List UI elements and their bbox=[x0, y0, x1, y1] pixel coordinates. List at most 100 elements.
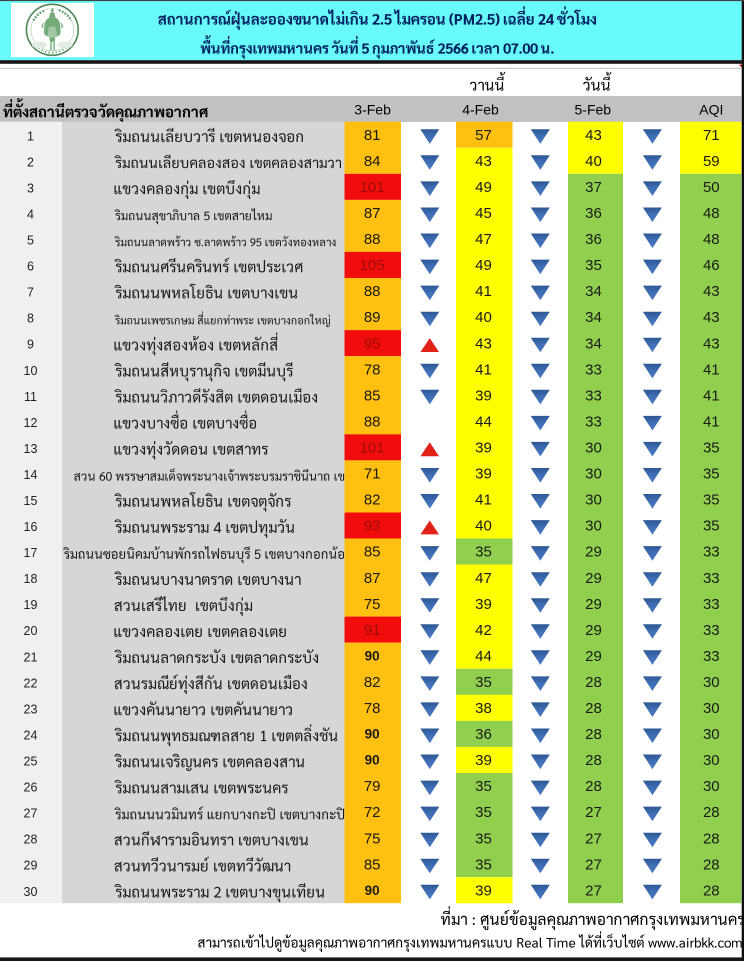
svg-text:30: 30 bbox=[585, 518, 602, 535]
svg-text:37: 37 bbox=[585, 179, 602, 196]
svg-text:29: 29 bbox=[24, 859, 38, 873]
svg-text:30: 30 bbox=[703, 726, 720, 743]
svg-text:3-Feb: 3-Feb bbox=[354, 102, 391, 118]
svg-text:88: 88 bbox=[364, 231, 381, 248]
svg-text:28: 28 bbox=[703, 882, 720, 899]
svg-text:35: 35 bbox=[703, 466, 720, 483]
svg-text:41: 41 bbox=[475, 283, 492, 300]
svg-text:43: 43 bbox=[585, 127, 602, 144]
svg-text:30: 30 bbox=[703, 752, 720, 769]
svg-text:47: 47 bbox=[475, 570, 492, 587]
svg-text:33: 33 bbox=[585, 387, 602, 404]
svg-text:27: 27 bbox=[24, 807, 38, 821]
svg-text:30: 30 bbox=[585, 466, 602, 483]
svg-text:16: 16 bbox=[24, 520, 38, 534]
svg-text:45: 45 bbox=[475, 205, 492, 222]
svg-text:43: 43 bbox=[703, 335, 720, 352]
svg-text:28: 28 bbox=[703, 804, 720, 821]
svg-text:30: 30 bbox=[703, 674, 720, 691]
svg-text:33: 33 bbox=[585, 413, 602, 430]
svg-text:1: 1 bbox=[27, 129, 34, 143]
svg-text:79: 79 bbox=[364, 778, 381, 795]
svg-text:33: 33 bbox=[703, 622, 720, 639]
svg-text:30: 30 bbox=[703, 778, 720, 795]
svg-text:90: 90 bbox=[365, 753, 380, 768]
svg-text:28: 28 bbox=[703, 856, 720, 873]
svg-text:101: 101 bbox=[360, 179, 385, 196]
svg-text:14: 14 bbox=[24, 468, 38, 482]
svg-text:47: 47 bbox=[475, 231, 492, 248]
svg-text:40: 40 bbox=[475, 309, 492, 326]
svg-text:28: 28 bbox=[703, 830, 720, 847]
svg-text:34: 34 bbox=[585, 335, 602, 352]
svg-text:49: 49 bbox=[475, 179, 492, 196]
svg-text:50: 50 bbox=[703, 179, 720, 196]
svg-text:44: 44 bbox=[475, 413, 492, 430]
svg-text:85: 85 bbox=[364, 856, 381, 873]
svg-text:35: 35 bbox=[703, 492, 720, 509]
svg-text:15: 15 bbox=[24, 494, 38, 508]
svg-text:95: 95 bbox=[364, 335, 381, 352]
svg-text:28: 28 bbox=[585, 674, 602, 691]
svg-text:23: 23 bbox=[24, 702, 38, 716]
svg-text:13: 13 bbox=[24, 442, 38, 456]
svg-text:39: 39 bbox=[475, 387, 492, 404]
svg-text:30: 30 bbox=[585, 440, 602, 457]
svg-text:72: 72 bbox=[364, 804, 381, 821]
svg-text:90: 90 bbox=[365, 727, 380, 742]
svg-text:75: 75 bbox=[364, 596, 381, 613]
svg-text:12: 12 bbox=[24, 416, 38, 430]
svg-text:25: 25 bbox=[24, 755, 38, 769]
svg-text:35: 35 bbox=[475, 856, 492, 873]
svg-text:40: 40 bbox=[585, 153, 602, 170]
svg-text:26: 26 bbox=[24, 781, 38, 795]
svg-text:59: 59 bbox=[703, 153, 720, 170]
svg-text:27: 27 bbox=[585, 882, 602, 899]
svg-text:27: 27 bbox=[585, 856, 602, 873]
svg-text:71: 71 bbox=[703, 127, 720, 144]
svg-text:28: 28 bbox=[585, 726, 602, 743]
svg-text:5: 5 bbox=[27, 234, 34, 248]
svg-text:19: 19 bbox=[24, 598, 38, 612]
svg-text:33: 33 bbox=[703, 570, 720, 587]
svg-text:17: 17 bbox=[24, 546, 38, 560]
svg-text:29: 29 bbox=[585, 570, 602, 587]
svg-text:33: 33 bbox=[703, 544, 720, 561]
svg-text:89: 89 bbox=[364, 309, 381, 326]
svg-text:29: 29 bbox=[585, 596, 602, 613]
svg-text:30: 30 bbox=[703, 700, 720, 717]
svg-text:43: 43 bbox=[475, 153, 492, 170]
svg-text:41: 41 bbox=[475, 492, 492, 509]
svg-text:88: 88 bbox=[364, 413, 381, 430]
svg-text:46: 46 bbox=[703, 257, 720, 274]
svg-text:39: 39 bbox=[475, 596, 492, 613]
svg-text:29: 29 bbox=[585, 648, 602, 665]
svg-text:87: 87 bbox=[364, 570, 381, 587]
svg-text:91: 91 bbox=[364, 622, 381, 639]
svg-text:35: 35 bbox=[475, 674, 492, 691]
svg-text:71: 71 bbox=[364, 466, 381, 483]
svg-text:40: 40 bbox=[475, 518, 492, 535]
svg-text:2: 2 bbox=[27, 155, 34, 169]
svg-text:33: 33 bbox=[585, 361, 602, 378]
svg-text:81: 81 bbox=[364, 127, 381, 144]
svg-text:41: 41 bbox=[703, 387, 720, 404]
svg-text:4-Feb: 4-Feb bbox=[462, 102, 499, 118]
svg-text:21: 21 bbox=[24, 650, 38, 664]
svg-text:30: 30 bbox=[24, 885, 38, 899]
svg-text:39: 39 bbox=[475, 882, 492, 899]
svg-text:82: 82 bbox=[364, 492, 381, 509]
svg-text:28: 28 bbox=[585, 778, 602, 795]
svg-text:8: 8 bbox=[27, 312, 34, 326]
svg-text:24: 24 bbox=[24, 729, 38, 743]
svg-text:41: 41 bbox=[703, 361, 720, 378]
svg-text:18: 18 bbox=[24, 572, 38, 586]
svg-text:10: 10 bbox=[24, 364, 38, 378]
svg-text:48: 48 bbox=[703, 231, 720, 248]
svg-text:33: 33 bbox=[703, 596, 720, 613]
svg-text:36: 36 bbox=[585, 205, 602, 222]
svg-text:7: 7 bbox=[27, 286, 34, 300]
svg-text:22: 22 bbox=[24, 676, 38, 690]
svg-text:85: 85 bbox=[364, 544, 381, 561]
svg-text:6: 6 bbox=[27, 260, 34, 274]
